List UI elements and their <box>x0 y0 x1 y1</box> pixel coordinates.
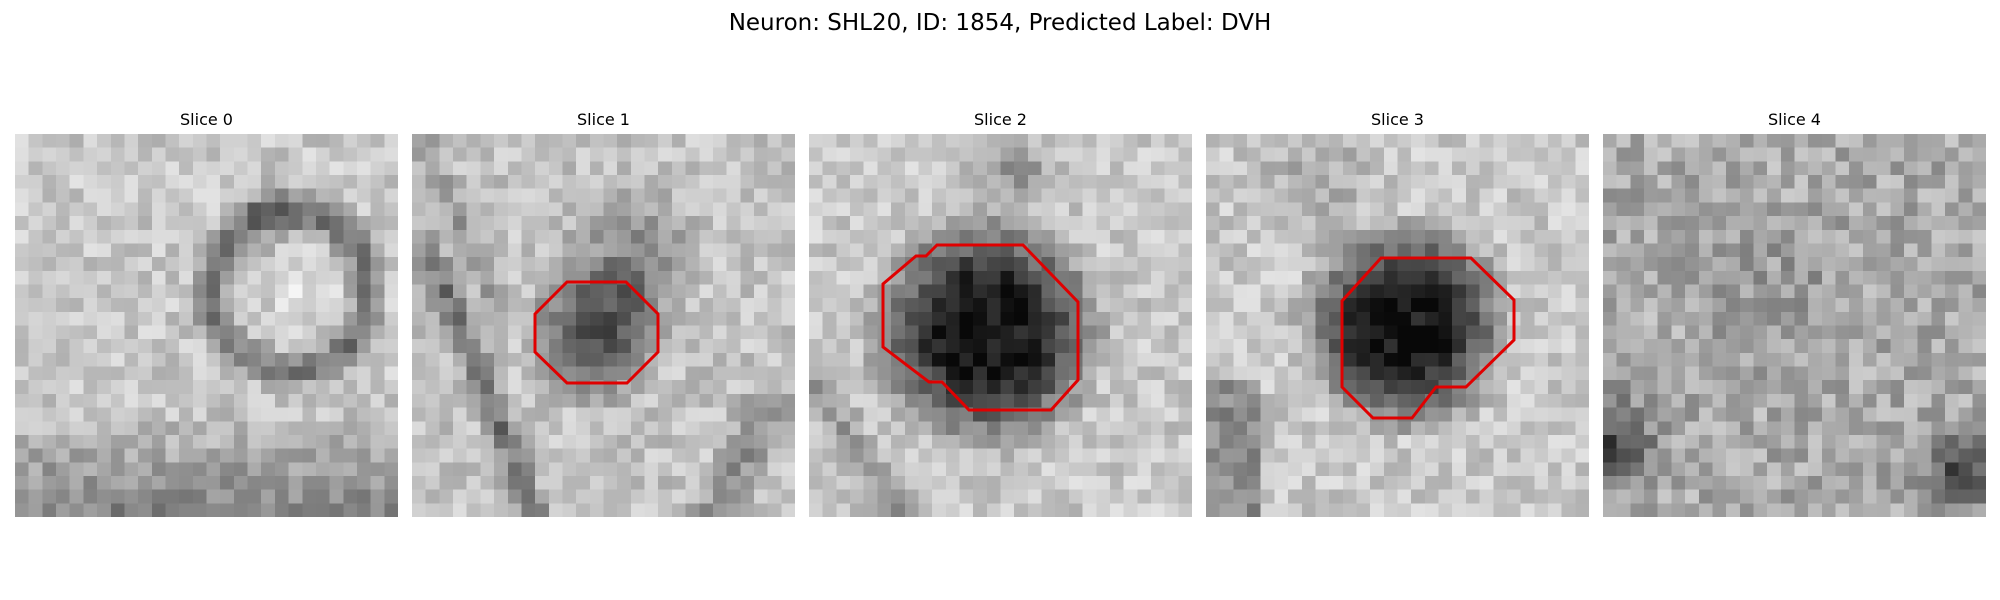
slice-panel-2: Slice 2 <box>809 0 1192 600</box>
slice-panel-0: Slice 0 <box>15 0 398 600</box>
panel-title: Slice 2 <box>974 110 1027 129</box>
microscopy-image <box>15 134 398 517</box>
panel-title: Slice 0 <box>180 110 233 129</box>
microscopy-image <box>809 134 1192 517</box>
microscopy-image <box>412 134 795 517</box>
microscopy-image <box>1603 134 1986 517</box>
roi-contour <box>533 280 660 385</box>
roi-contour-overlay <box>533 280 660 385</box>
roi-contour <box>881 243 1080 412</box>
panel-title: Slice 4 <box>1768 110 1821 129</box>
roi-contour-overlay <box>881 243 1080 412</box>
figure-title: Neuron: SHL20, ID: 1854, Predicted Label… <box>728 10 1272 36</box>
roi-contour <box>1340 256 1516 420</box>
panel-title: Slice 1 <box>577 110 630 129</box>
panel-title: Slice 3 <box>1371 110 1424 129</box>
slice-panel-3: Slice 3 <box>1206 0 1589 600</box>
slice-panel-1: Slice 1 <box>412 0 795 600</box>
microscopy-image <box>1206 134 1589 517</box>
slice-panel-4: Slice 4 <box>1603 0 1986 600</box>
roi-contour-overlay <box>1340 256 1516 420</box>
